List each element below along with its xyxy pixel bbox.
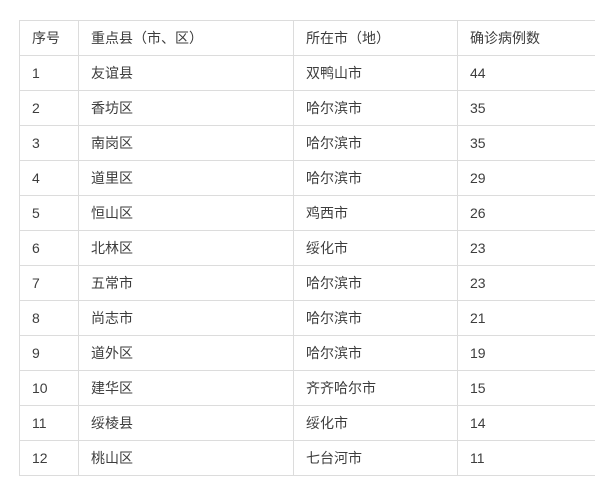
cell-city: 哈尔滨市 [293,160,458,196]
cell-key-county: 香坊区 [78,90,294,126]
cell-confirmed-cases: 23 [457,230,595,266]
cell-confirmed-cases: 44 [457,55,595,91]
cell-confirmed-cases: 35 [457,125,595,161]
header-key-county: 重点县（市、区） [78,20,294,56]
cell-city: 双鸭山市 [293,55,458,91]
cell-serial-number: 7 [19,265,79,301]
cell-confirmed-cases: 23 [457,265,595,301]
cell-city: 哈尔滨市 [293,300,458,336]
cell-city: 绥化市 [293,405,458,441]
cell-serial-number: 9 [19,335,79,371]
cell-city: 鸡西市 [293,195,458,231]
table-body: 1 友谊县 双鸭山市 44 2 香坊区 哈尔滨市 35 3 南岗区 哈尔滨市 35 4 道里区 哈尔滨市 29… [19,55,595,476]
table-row: 8 尚志市 哈尔滨市 21 [19,300,595,336]
cell-city: 绥化市 [293,230,458,266]
header-city: 所在市（地） [293,20,458,56]
cell-city: 七台河市 [293,440,458,476]
cell-serial-number: 1 [19,55,79,91]
cell-key-county: 建华区 [78,370,294,406]
cell-key-county: 五常市 [78,265,294,301]
cell-confirmed-cases: 29 [457,160,595,196]
table-row: 1 友谊县 双鸭山市 44 [19,55,595,91]
cell-city: 哈尔滨市 [293,335,458,371]
cell-serial-number: 5 [19,195,79,231]
cell-key-county: 恒山区 [78,195,294,231]
cell-confirmed-cases: 26 [457,195,595,231]
cell-key-county: 北林区 [78,230,294,266]
header-serial-number: 序号 [19,20,79,56]
header-confirmed-cases: 确诊病例数 [457,20,595,56]
table-row: 7 五常市 哈尔滨市 23 [19,265,595,301]
cell-serial-number: 2 [19,90,79,126]
table-row: 10 建华区 齐齐哈尔市 15 [19,370,595,406]
cell-confirmed-cases: 21 [457,300,595,336]
table-row: 3 南岗区 哈尔滨市 35 [19,125,595,161]
cell-confirmed-cases: 15 [457,370,595,406]
cell-key-county: 道里区 [78,160,294,196]
confirmed-cases-table: 序号 重点县（市、区） 所在市（地） 确诊病例数 1 友谊县 双鸭山市 44 2 香坊区哈… [19,20,595,476]
cell-city: 齐齐哈尔市 [293,370,458,406]
cell-confirmed-cases: 11 [457,440,595,476]
cell-key-county: 友谊县 [78,55,294,91]
cell-serial-number: 10 [19,370,79,406]
table-row: 5 恒山区 鸡西市 26 [19,195,595,231]
cell-serial-number: 12 [19,440,79,476]
cell-key-county: 道外区 [78,335,294,371]
cell-city: 哈尔滨市 [293,125,458,161]
cell-city: 哈尔滨市 [293,90,458,126]
cell-serial-number: 6 [19,230,79,266]
cell-key-county: 绥棱县 [78,405,294,441]
table-header-row: 序号 重点县（市、区） 所在市（地） 确诊病例数 [19,20,595,56]
cell-serial-number: 4 [19,160,79,196]
cell-confirmed-cases: 14 [457,405,595,441]
table-row: 4 道里区 哈尔滨市 29 [19,160,595,196]
cell-confirmed-cases: 35 [457,90,595,126]
table-row: 6 北林区 绥化市 23 [19,230,595,266]
table-row: 12 桃山区 七台河市 11 [19,440,595,476]
cell-city: 哈尔滨市 [293,265,458,301]
cell-serial-number: 8 [19,300,79,336]
table-row: 11 绥棱县 绥化市 14 [19,405,595,441]
table-row: 9 道外区 哈尔滨市 19 [19,335,595,371]
cell-confirmed-cases: 19 [457,335,595,371]
cell-serial-number: 11 [19,405,79,441]
cell-key-county: 南岗区 [78,125,294,161]
table-row: 2 香坊区 哈尔滨市 35 [19,90,595,126]
cell-key-county: 尚志市 [78,300,294,336]
cell-serial-number: 3 [19,125,79,161]
cell-key-county: 桃山区 [78,440,294,476]
